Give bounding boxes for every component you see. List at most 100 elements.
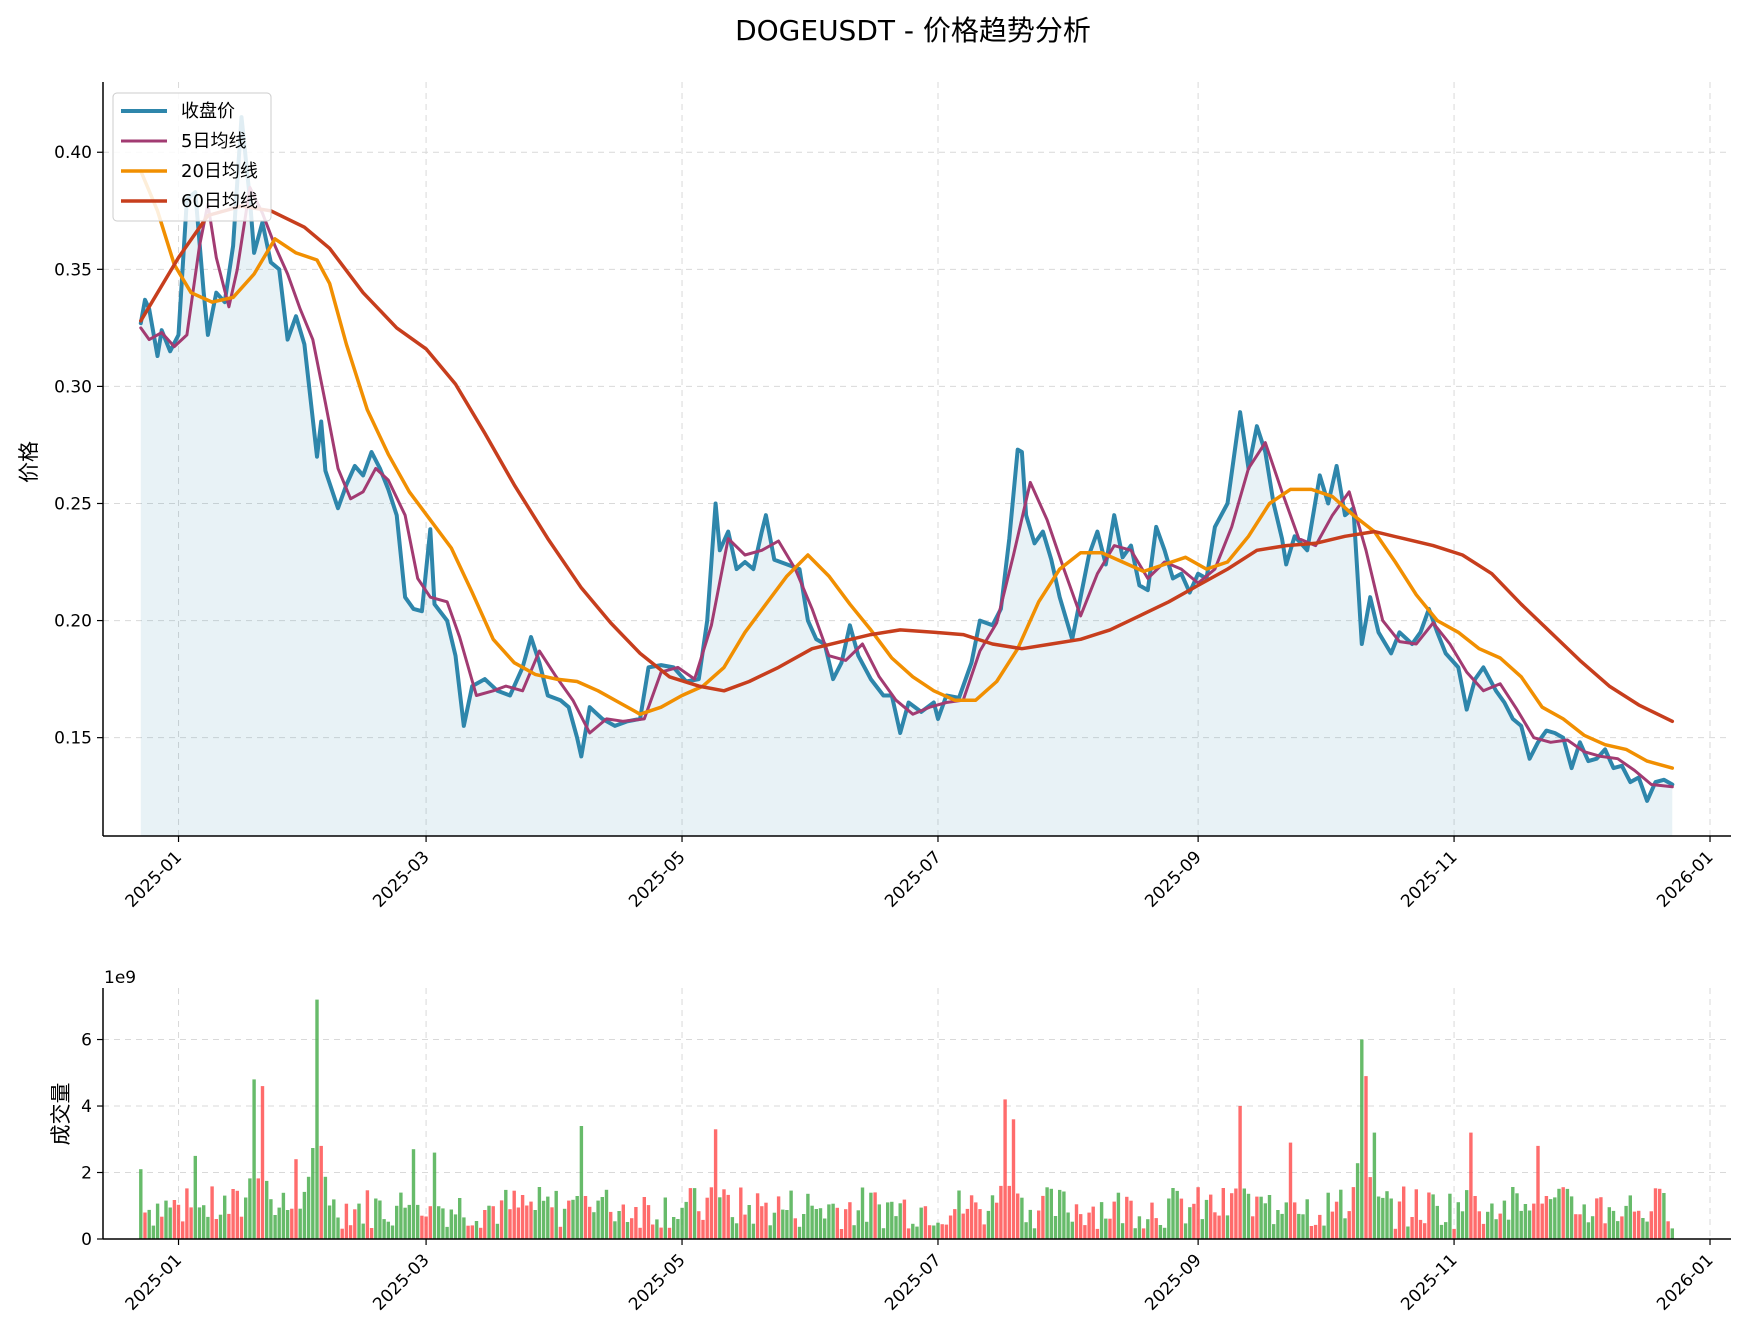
price-xtick-label-0: 2025-01 <box>122 847 186 911</box>
volume-bar-2 <box>147 1209 151 1239</box>
volume-bar-341 <box>1569 1196 1574 1239</box>
volume-bar-263 <box>1242 1188 1246 1239</box>
volume-bar-232 <box>1112 1201 1116 1239</box>
volume-bar-5 <box>160 1216 164 1239</box>
volume-bar-71 <box>437 1206 441 1239</box>
volume-bar-245 <box>1167 1198 1171 1239</box>
volume-bar-11 <box>185 1188 189 1239</box>
volume-bar-329 <box>1519 1210 1523 1239</box>
volume-bar-213 <box>1032 1228 1037 1239</box>
volume-bar-241 <box>1150 1202 1154 1239</box>
price-xtick-label-5: 2025-11 <box>1397 847 1461 911</box>
price-ylabel: 价格 <box>17 441 41 483</box>
volume-bar-111 <box>604 1189 609 1239</box>
volume-bar-239 <box>1141 1228 1146 1239</box>
volume-bar-65 <box>411 1149 416 1239</box>
price-axes <box>102 82 1731 837</box>
legend-label-2: 20日均线 <box>181 161 258 182</box>
close-area-fill <box>140 117 1673 837</box>
volume-bar-214 <box>1037 1210 1041 1239</box>
price-ytick-label-5: 0.40 <box>54 143 92 163</box>
volume-bar-152 <box>776 1196 781 1239</box>
volume-bar-126 <box>667 1227 672 1239</box>
volume-bar-68 <box>424 1216 428 1239</box>
volume-bar-89 <box>512 1190 516 1239</box>
volume-bar-163 <box>823 1218 827 1239</box>
volume-bar-259 <box>1225 1215 1230 1239</box>
volume-bar-78 <box>466 1225 470 1239</box>
volume-bar-268 <box>1263 1203 1267 1239</box>
volume-bar-323 <box>1494 1219 1498 1239</box>
volume-bar-289 <box>1351 1187 1356 1239</box>
volume-bar-328 <box>1515 1193 1519 1239</box>
volume-bar-80 <box>474 1221 479 1239</box>
volume-bar-94 <box>533 1210 537 1239</box>
volume-bar-209 <box>1016 1193 1020 1239</box>
volume-bar-86 <box>499 1200 504 1239</box>
volume-bar-236 <box>1129 1200 1133 1239</box>
volume-bar-55 <box>369 1228 374 1239</box>
volume-bar-310 <box>1439 1224 1444 1239</box>
volume-bar-211 <box>1024 1222 1028 1239</box>
volume-bar-205 <box>999 1185 1003 1239</box>
volume-bar-284 <box>1330 1211 1335 1239</box>
volume-bar-17 <box>210 1186 214 1239</box>
volume-bar-362 <box>1658 1188 1662 1239</box>
volume-bar-141 <box>730 1217 735 1239</box>
volume-bar-83 <box>487 1205 491 1239</box>
volume-xtick-label-3: 2025-07 <box>881 1250 945 1314</box>
volume-bar-264 <box>1246 1193 1251 1239</box>
volume-bar-246 <box>1171 1188 1175 1239</box>
volume-bar-335 <box>1544 1196 1549 1239</box>
volume-bar-18 <box>214 1219 218 1239</box>
volume-bar-315 <box>1460 1211 1465 1239</box>
price-grid <box>103 82 1731 836</box>
volume-bar-333 <box>1536 1145 1540 1239</box>
volume-bar-91 <box>520 1195 525 1239</box>
volume-bar-297 <box>1385 1191 1389 1239</box>
volume-bar-238 <box>1137 1216 1142 1239</box>
chart-title: DOGEUSDT - 价格趋势分析 <box>735 14 1091 47</box>
volume-bar-301 <box>1402 1186 1406 1239</box>
volume-bar-75 <box>453 1214 458 1239</box>
volume-bar-36 <box>290 1208 294 1239</box>
volume-bar-346 <box>1590 1216 1595 1239</box>
volume-bar-237 <box>1133 1228 1137 1239</box>
volume-bar-129 <box>680 1207 684 1239</box>
volume-bar-190 <box>936 1222 940 1239</box>
volume-bar-164 <box>827 1204 831 1239</box>
volume-bar-360 <box>1649 1211 1653 1239</box>
volume-bar-255 <box>1209 1194 1213 1239</box>
volume-bar-295 <box>1376 1196 1381 1239</box>
volume-bar-101 <box>562 1208 567 1239</box>
volume-bar-99 <box>554 1190 558 1239</box>
volume-bar-225 <box>1083 1225 1087 1239</box>
volume-bar-135 <box>705 1197 709 1239</box>
volume-bar-162 <box>818 1208 823 1239</box>
legend-label-0: 收盘价 <box>181 101 235 122</box>
volume-bar-121 <box>646 1205 651 1239</box>
volume-bar-177 <box>881 1228 886 1239</box>
volume-bar-116 <box>625 1222 630 1239</box>
volume-bar-14 <box>197 1207 202 1239</box>
volume-bar-159 <box>806 1193 810 1239</box>
volume-bar-196 <box>961 1213 965 1239</box>
volume-bar-102 <box>567 1200 571 1239</box>
volume-bar-74 <box>449 1209 453 1239</box>
volume-bar-142 <box>734 1223 739 1239</box>
volume-bar-47 <box>336 1217 340 1239</box>
legend-label-3: 60日均线 <box>181 191 258 212</box>
volume-bar-356 <box>1632 1211 1637 1239</box>
volume-bar-215 <box>1041 1195 1045 1239</box>
volume-bar-351 <box>1611 1210 1616 1239</box>
volume-bar-188 <box>927 1225 932 1239</box>
volume-bar-230 <box>1104 1218 1108 1239</box>
volume-bar-60 <box>390 1225 395 1239</box>
volume-bar-46 <box>332 1199 336 1239</box>
volume-bar-262 <box>1238 1106 1242 1239</box>
volume-bar-21 <box>227 1213 231 1239</box>
volume-bar-82 <box>483 1210 487 1239</box>
volume-bar-257 <box>1217 1215 1221 1239</box>
volume-bar-15 <box>202 1205 206 1239</box>
volume-bar-265 <box>1251 1216 1255 1239</box>
